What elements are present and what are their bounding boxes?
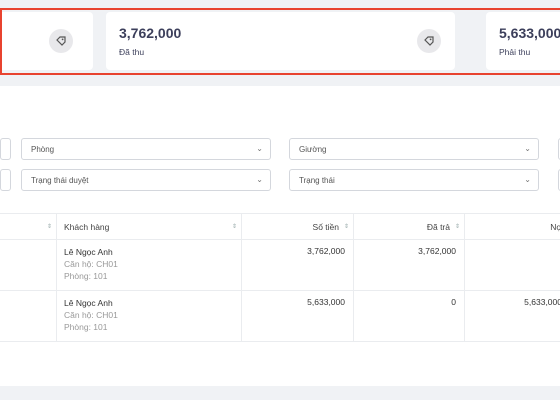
bed-select-placeholder: Giường <box>299 144 327 154</box>
tag-icon <box>49 29 73 53</box>
status-select-placeholder: Trạng thái <box>299 175 335 185</box>
debt-cell: 5,633,000 <box>464 291 560 341</box>
tag-icon <box>417 29 441 53</box>
stat-card-1 <box>0 12 93 70</box>
paid-cell: 0 <box>353 291 464 341</box>
table-row[interactable]: Lê Ngọc Anh Căn hộ: CH01 Phòng: 101 5,63… <box>0 291 560 342</box>
status-select[interactable]: Trạng thái ⌄ <box>289 169 539 191</box>
room-select-placeholder: Phòng <box>31 144 55 154</box>
stat-value-collected: 3,762,000 <box>119 25 182 41</box>
table-row[interactable]: Lê Ngọc Anh Căn hộ: CH01 Phòng: 101 3,76… <box>0 240 560 291</box>
stat-value-receivable: 5,633,000 <box>499 25 560 41</box>
customer-name: Lê Ngọc Anh <box>64 247 113 257</box>
stat-card-collected: 3,762,000 Đã thu <box>106 12 455 70</box>
column-header-debt[interactable]: Nợ <box>464 214 560 240</box>
filter-select-partial[interactable] <box>0 169 11 191</box>
amount-cell: 5,633,000 <box>241 291 353 341</box>
paid-cell: 3,762,000 <box>353 240 464 290</box>
column-header-label: Khách hàng <box>64 222 110 232</box>
sort-icon[interactable]: ⇕ <box>46 224 52 230</box>
stat-label-receivable: Phải thu <box>499 47 531 57</box>
column-header[interactable]: ⇕ <box>0 214 56 240</box>
column-header-label: Đã trả <box>426 222 450 232</box>
chevron-down-icon: ⌄ <box>524 175 531 184</box>
stats-highlight-frame <box>0 8 560 75</box>
filter-select-partial[interactable] <box>558 138 560 160</box>
customer-name: Lê Ngọc Anh <box>64 298 113 308</box>
stat-label-collected: Đã thu <box>119 47 145 57</box>
table-header: ⇕ Khách hàng ⇕ Số tiền ⇕ Đã trả ⇕ Nợ <box>0 213 560 240</box>
customer-cell: Lê Ngọc Anh Căn hộ: CH01 Phòng: 101 <box>56 240 241 290</box>
room-text: Phòng: 101 <box>64 322 108 332</box>
approval-status-placeholder: Trạng thái duyệt <box>31 175 89 185</box>
apartment-text: Căn hộ: CH01 <box>64 310 118 320</box>
page-background-bottom <box>0 386 560 400</box>
column-header-label: Số tiền <box>312 222 339 232</box>
sort-icon[interactable]: ⇕ <box>231 224 237 230</box>
column-header-customer[interactable]: Khách hàng ⇕ <box>56 214 241 240</box>
amount-cell: 3,762,000 <box>241 240 353 290</box>
filter-select-partial[interactable] <box>0 138 11 160</box>
approval-status-select[interactable]: Trạng thái duyệt ⌄ <box>21 169 271 191</box>
table-cell <box>0 240 56 290</box>
column-header-amount[interactable]: Số tiền ⇕ <box>241 214 353 240</box>
chevron-down-icon: ⌄ <box>256 144 263 153</box>
sort-icon[interactable]: ⇕ <box>343 224 349 230</box>
chevron-down-icon: ⌄ <box>524 144 531 153</box>
filter-select-partial[interactable] <box>558 169 560 191</box>
column-header-paid[interactable]: Đã trả ⇕ <box>353 214 464 240</box>
stat-card-receivable: 5,633,000 Phải thu <box>486 12 560 70</box>
room-select[interactable]: Phòng ⌄ <box>21 138 271 160</box>
room-text: Phòng: 101 <box>64 271 108 281</box>
customer-cell: Lê Ngọc Anh Căn hộ: CH01 Phòng: 101 <box>56 291 241 341</box>
table-cell <box>0 291 56 341</box>
apartment-text: Căn hộ: CH01 <box>64 259 118 269</box>
bed-select[interactable]: Giường ⌄ <box>289 138 539 160</box>
column-header-label: Nợ <box>550 222 560 232</box>
chevron-down-icon: ⌄ <box>256 175 263 184</box>
sort-icon[interactable]: ⇕ <box>454 224 460 230</box>
debt-cell <box>464 240 560 290</box>
